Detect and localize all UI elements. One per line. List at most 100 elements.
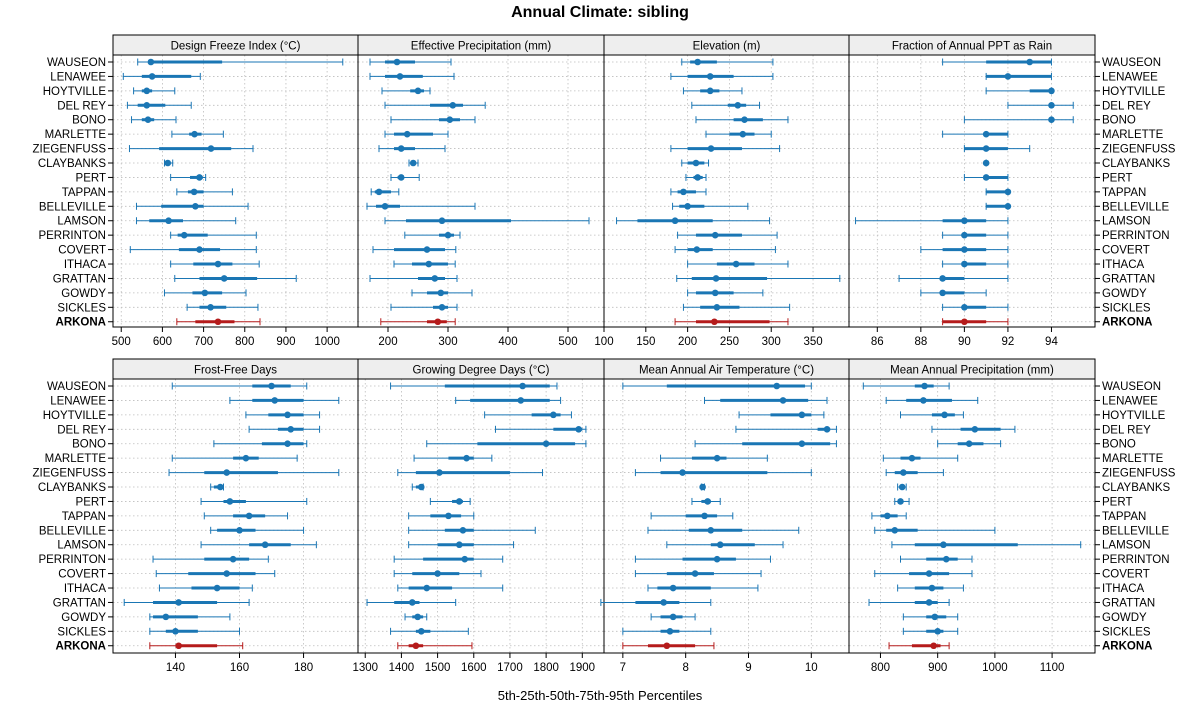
station-label-left: SICKLES: [57, 626, 106, 638]
median-dot: [684, 203, 691, 210]
percentile-mark-belleville: [672, 202, 749, 210]
station-label-right: PERT: [1102, 496, 1132, 508]
median-dot: [716, 541, 724, 549]
percentile-mark-sickles: [942, 303, 1009, 311]
median-dot: [396, 73, 404, 80]
percentile-mark-lamson: [135, 217, 237, 225]
station-label-left: GRATTAN: [53, 597, 106, 609]
percentile-mark-lamson: [200, 541, 317, 549]
station-label-left: COVERT: [58, 245, 106, 257]
percentile-mark-covert: [129, 246, 257, 254]
median-dot: [680, 188, 687, 196]
percentile-mark-del-rey: [1007, 101, 1074, 109]
x-tick-label: 900: [276, 336, 295, 348]
median-dot: [982, 145, 990, 152]
median-dot: [940, 541, 947, 549]
median-dot: [961, 260, 968, 268]
x-tick-label: 500: [112, 336, 131, 348]
percentile-mark-ithaca: [393, 260, 456, 268]
percentile-mark-wauseon: [137, 58, 344, 66]
median-dot: [519, 382, 526, 390]
percentile-mark-grattan: [369, 274, 458, 282]
median-dot: [180, 231, 188, 239]
percentile-mark-gowdy: [920, 289, 987, 297]
x-tick-label: 180: [294, 662, 313, 674]
station-label-left: ITHACA: [64, 259, 107, 271]
median-dot: [437, 289, 445, 297]
percentile-mark-claybanks: [163, 159, 174, 167]
percentile-mark-gowdy: [902, 613, 959, 621]
percentile-mark-perrinton: [942, 231, 1009, 239]
percentile-mark-tappan: [871, 512, 907, 520]
median-dot: [942, 555, 950, 563]
x-tick-label: 500: [558, 336, 577, 348]
percentile-mark-tappan: [650, 512, 734, 520]
median-dot: [660, 599, 667, 606]
station-label-left: MARLETTE: [45, 129, 107, 141]
percentile-mark-lenawee: [229, 396, 340, 404]
panel-effective-precipitation-mm: Effective Precipitation (mm) 200 300 400 500: [357, 34, 605, 348]
station-label-right: WAUSEON: [1102, 57, 1161, 69]
x-tick-label: 8: [682, 662, 688, 674]
station-label-left: PERT: [76, 172, 106, 184]
station-label-left: BONO: [72, 115, 106, 127]
median-dot: [436, 469, 443, 476]
median-dot: [925, 599, 933, 606]
station-label-left: CLAYBANKS: [38, 158, 107, 170]
x-tick-label: 7: [620, 662, 626, 674]
percentile-mark-sickles: [682, 303, 791, 311]
station-label-left: ARKONA: [56, 317, 106, 329]
percentile-mark-belleville: [985, 202, 1012, 210]
x-tick-label: 400: [498, 336, 517, 348]
median-dot: [1048, 116, 1055, 124]
station-label-left: ARKONA: [56, 641, 106, 653]
median-dot: [707, 145, 715, 152]
station-label-left: LAMSON: [57, 540, 106, 552]
panel-title: Frost-Free Days: [194, 365, 277, 377]
percentile-mark-perrinton: [634, 555, 771, 563]
median-dot: [706, 87, 714, 95]
median-dot: [164, 159, 172, 167]
percentile-mark-gowdy: [404, 613, 428, 621]
x-tick-label: 90: [958, 336, 971, 348]
median-dot: [412, 642, 420, 650]
median-dot: [397, 145, 405, 152]
percentile-mark-grattan: [123, 598, 250, 606]
percentile-mark-wauseon: [681, 58, 774, 66]
percentile-mark-lenawee: [369, 72, 455, 80]
x-tick-label: 140: [166, 662, 185, 674]
x-tick-label: 1500: [425, 662, 451, 674]
median-dot: [438, 304, 446, 311]
percentile-mark-hoytville: [738, 411, 825, 419]
median-dot: [1004, 188, 1012, 196]
station-label-left: BELLEVILLE: [39, 201, 106, 213]
median-dot: [939, 275, 946, 282]
percentile-mark-ziegenfuss: [670, 145, 781, 153]
median-dot: [434, 570, 441, 577]
median-dot: [213, 584, 221, 592]
median-dot: [961, 217, 968, 225]
percentile-mark-perrinton: [899, 555, 973, 563]
percentile-mark-lenawee: [122, 72, 201, 80]
median-dot: [671, 217, 679, 225]
percentile-mark-perrinton: [404, 231, 461, 239]
percentile-mark-arkona: [149, 642, 244, 650]
median-dot: [165, 217, 172, 225]
station-label-left: ZIEGENFUSS: [33, 468, 107, 480]
percentile-mark-bono: [390, 116, 476, 124]
station-label-right: PERT: [1102, 172, 1132, 184]
percentile-mark-lamson: [616, 217, 771, 225]
percentile-mark-sickles: [149, 627, 241, 635]
station-label-right: SICKLES: [1102, 302, 1151, 314]
percentile-mark-belleville: [874, 526, 996, 534]
percentile-mark-hoytville: [381, 87, 431, 95]
median-dot: [459, 527, 467, 534]
median-dot: [699, 483, 706, 491]
station-label-right: LENAWEE: [1102, 395, 1158, 407]
station-label-left: LENAWEE: [50, 395, 106, 407]
x-tick-label: 200: [378, 336, 397, 348]
percentile-mark-grattan: [600, 598, 712, 606]
percentile-mark-covert: [634, 570, 762, 578]
panel-title: Design Freeze Index (°C): [171, 41, 301, 53]
